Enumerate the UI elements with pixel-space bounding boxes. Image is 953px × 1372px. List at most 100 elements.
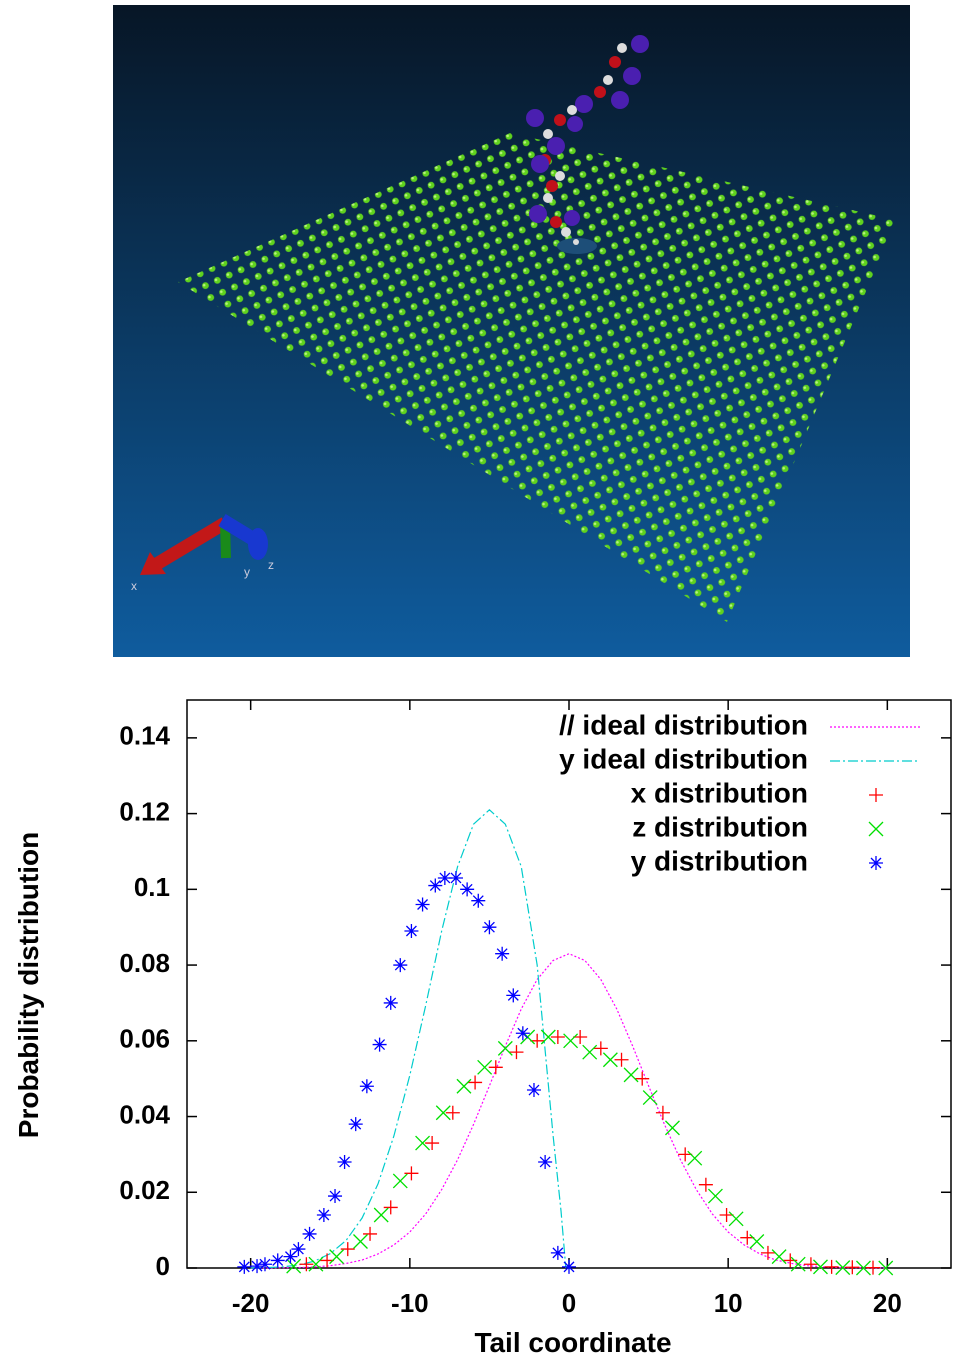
data-point <box>471 893 486 908</box>
y-tick-label: 0.14 <box>119 721 170 751</box>
data-point <box>340 1242 355 1257</box>
x-tick-label: 0 <box>562 1288 576 1318</box>
axes-gizmo: x y z <box>131 514 274 593</box>
x-axis-title: Tail coordinate <box>474 1327 671 1358</box>
data-point <box>428 878 443 893</box>
data-point <box>562 1259 576 1274</box>
data-point <box>790 1256 806 1272</box>
y-tick-label: 0.06 <box>119 1024 170 1054</box>
data-point <box>353 1234 368 1249</box>
legend-label: x distribution <box>631 777 808 808</box>
data-point <box>392 1173 408 1189</box>
data-point <box>456 1078 472 1094</box>
data-point <box>372 1037 387 1052</box>
data-point <box>435 1105 451 1121</box>
data-point <box>771 1249 787 1265</box>
data-point <box>728 1211 744 1227</box>
data-point <box>538 1154 553 1169</box>
data-point <box>460 882 475 897</box>
data-point <box>855 1260 871 1276</box>
data-point <box>291 1242 306 1257</box>
data-point <box>316 1207 331 1222</box>
data-point <box>363 1226 378 1241</box>
data-point <box>348 1117 363 1132</box>
data-point <box>250 1259 265 1274</box>
data-point <box>495 946 510 961</box>
data-point <box>237 1259 252 1274</box>
legend-label: // ideal distribution <box>559 709 808 740</box>
data-point <box>257 1257 272 1272</box>
data-point <box>359 1079 374 1094</box>
y-tick-label: 0.08 <box>119 948 170 978</box>
data-point <box>749 1234 765 1249</box>
data-point <box>698 1177 713 1192</box>
data-point <box>540 1029 556 1045</box>
data-point <box>509 1045 524 1060</box>
data-point <box>803 1257 818 1272</box>
data-point <box>425 1136 440 1151</box>
data-point <box>506 988 521 1003</box>
legend-label: y ideal distribution <box>559 743 808 774</box>
data-point <box>530 1033 545 1048</box>
data-point <box>824 1259 839 1274</box>
data-point <box>813 1259 828 1275</box>
y-tick-label: 0.12 <box>119 796 170 826</box>
data-point <box>550 1030 565 1045</box>
data-point <box>845 1260 860 1275</box>
data-point <box>393 958 408 973</box>
render-axis-label: x <box>131 579 137 593</box>
data-point <box>719 1207 734 1222</box>
data-point <box>477 1059 493 1075</box>
render-axis-label: y <box>244 565 250 579</box>
data-point <box>283 1249 298 1264</box>
data-point <box>707 1188 723 1204</box>
data-point <box>687 1150 703 1166</box>
x-tick-label: -20 <box>232 1288 270 1318</box>
molecule <box>526 35 649 245</box>
render-image: x y z <box>113 5 910 657</box>
data-point <box>302 1226 317 1241</box>
data-point <box>642 1090 658 1106</box>
data-point <box>404 1166 419 1181</box>
data-point <box>602 1052 618 1068</box>
y-tick-label: 0.1 <box>134 872 170 902</box>
data-point <box>328 1189 343 1204</box>
data-point <box>623 1067 639 1083</box>
data-point <box>866 1260 881 1275</box>
data-point <box>383 995 398 1010</box>
y-axis-title: Probability distribution <box>13 832 44 1138</box>
data-point <box>614 1052 629 1067</box>
data-point <box>337 1154 352 1169</box>
y-tick-label: 0 <box>156 1251 170 1281</box>
data-point <box>320 1253 335 1268</box>
data-point <box>878 1260 894 1276</box>
data-point <box>415 897 430 912</box>
data-point <box>445 1105 460 1120</box>
data-point <box>270 1253 285 1268</box>
curve <box>250 809 567 1269</box>
data-point <box>488 1060 503 1075</box>
data-point <box>404 923 419 938</box>
data-point <box>497 1040 513 1056</box>
data-point <box>415 1135 431 1151</box>
data-point <box>373 1207 389 1223</box>
data-point <box>329 1249 345 1265</box>
y-tick-label: 0.04 <box>119 1099 170 1129</box>
data-point <box>299 1257 314 1272</box>
legend-marker <box>869 788 883 802</box>
render-axis-label: z <box>268 558 274 572</box>
plot-frame <box>186 699 952 1269</box>
data-point <box>835 1260 851 1276</box>
data-point <box>468 1075 483 1090</box>
data-point <box>526 1083 541 1098</box>
legend-label: y distribution <box>631 845 808 876</box>
curve <box>250 953 888 1269</box>
data-point <box>664 1120 680 1136</box>
data-point <box>760 1245 775 1260</box>
data-point <box>550 1245 565 1260</box>
data-point <box>740 1230 755 1245</box>
x-tick-label: -10 <box>391 1288 429 1318</box>
data-point <box>582 1044 598 1060</box>
